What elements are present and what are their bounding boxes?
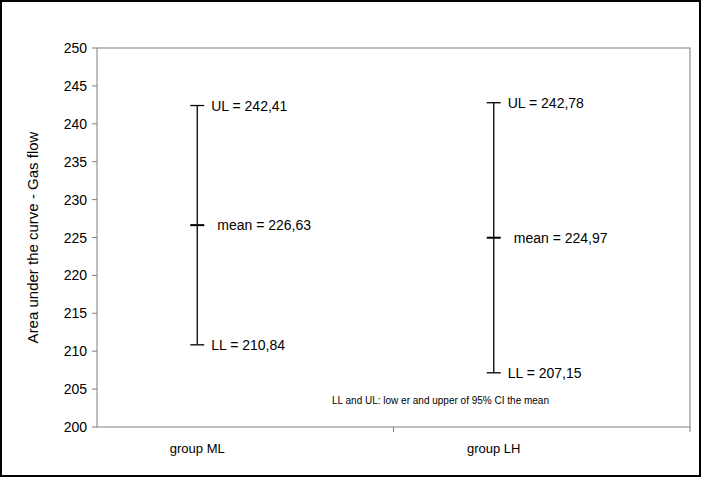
mean-mark [487,237,501,239]
note: LL and UL: low er and upper of 95% CI th… [332,395,549,406]
upper-cap [487,102,501,103]
marks [190,103,501,373]
mean-label: mean = 226,63 [217,217,311,233]
y-tick-label: 215 [64,305,88,321]
y-tick [92,161,97,162]
y-tick [92,85,97,86]
y-tick-label: 235 [64,154,88,170]
y-tick [92,275,97,276]
chart: 200 205 210 215 220 225 230 235 240 245 250 Area un… [0,0,701,477]
y-tick [92,313,97,314]
upper-cap [190,105,204,106]
lower-cap [190,344,204,345]
y-tick-label: 225 [64,230,88,246]
x-tick-label: group ML [170,441,225,456]
outer-frame [1,1,700,476]
y-tick-label: 210 [64,343,88,359]
y-tick [92,427,97,428]
y-tick-label: 240 [64,116,88,132]
mean-label: mean = 224,97 [514,230,608,246]
y-tick-label: 220 [64,267,88,283]
y-tick [92,123,97,124]
y-tick [92,199,97,200]
lower-label: LL = 207,15 [508,365,582,381]
y-tick [92,351,97,352]
y-tick-label: 205 [64,381,88,397]
y-tick [92,389,97,390]
y-tick [92,48,97,49]
y-tick-label: 250 [64,40,88,56]
x-tick-label: group LH [467,441,520,456]
upper-label: UL = 242,78 [508,95,584,111]
lower-cap [487,372,501,373]
y-tick-label: 230 [64,192,88,208]
plot-frame [97,48,690,427]
y-axis-label: Area under the curve - Gas flow [24,131,41,343]
upper-label: UL = 242,41 [211,98,287,114]
mean-mark [190,224,204,226]
x-tick [393,427,394,432]
y-tick-label: 200 [64,419,88,435]
x-tick [690,427,691,432]
lower-label: LL = 210,84 [211,337,285,353]
y-tick-label: 245 [64,78,88,94]
y-tick [92,237,97,238]
